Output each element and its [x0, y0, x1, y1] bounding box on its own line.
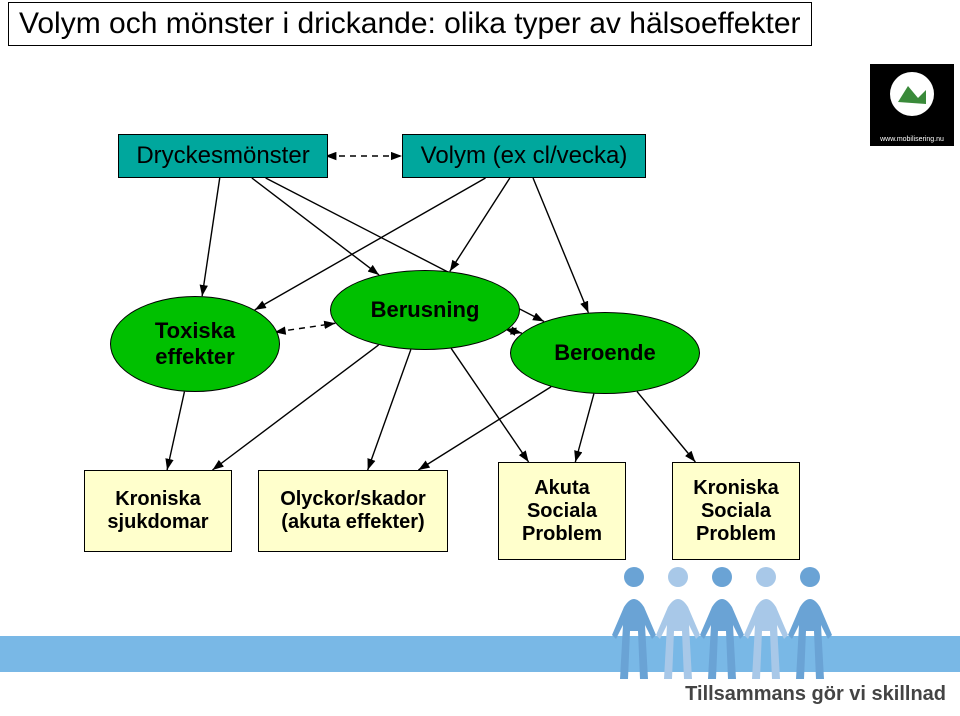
- badge-url: www.mobilisering.nu: [879, 136, 944, 143]
- node-volym: Volym (ex cl/vecka): [402, 134, 646, 178]
- node-akuta: Akuta Sociala Problem: [498, 462, 626, 560]
- footer-tagline: Tillsammans gör vi skillnad: [685, 683, 946, 706]
- node-ksoc: Kroniska Sociala Problem: [672, 462, 800, 560]
- page-title: Volym och mönster i drickande: olika typ…: [8, 2, 812, 46]
- node-toxiska: Toxiska effekter: [110, 296, 280, 392]
- logo-badge: www.mobilisering.nu: [870, 64, 954, 152]
- page: Volym och mönster i drickande: olika typ…: [0, 0, 960, 716]
- node-dryck: Dryckesmönster: [118, 134, 328, 178]
- node-olyckor: Olyckor/skador (akuta effekter): [258, 470, 448, 552]
- people-icon: [610, 561, 840, 686]
- node-berus: Berusning: [330, 270, 520, 350]
- node-beroende: Beroende: [510, 312, 700, 394]
- node-kroniska: Kroniska sjukdomar: [84, 470, 232, 552]
